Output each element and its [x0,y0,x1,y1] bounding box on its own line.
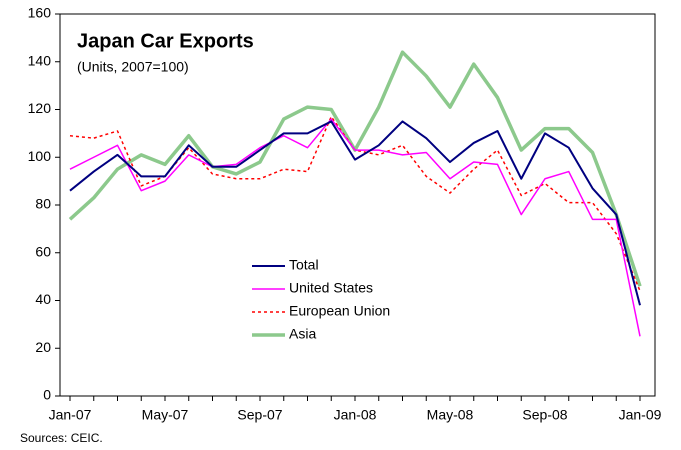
legend-label: Asia [289,326,316,342]
x-tick-label: May-07 [142,407,189,423]
y-tick-label: 40 [35,291,51,307]
y-tick-label: 140 [28,52,52,68]
x-tick-label: Jan-08 [334,407,377,423]
x-tick-label: Jan-07 [49,407,92,423]
y-tick-label: 60 [35,243,51,259]
series-line [69,118,641,337]
x-tick-label: Sep-08 [522,407,567,423]
y-tick-label: 160 [28,5,52,21]
x-tick-label: Sep-07 [237,407,282,423]
legend-label: United States [289,280,373,296]
x-tick-label: Jan-09 [619,407,662,423]
source-note: Sources: CEIC. [20,431,103,445]
y-tick-label: 120 [28,100,52,116]
legend-label: European Union [289,303,390,319]
series-line [68,50,642,287]
y-tick-label: 20 [35,339,51,355]
x-tick-label: May-08 [427,407,474,423]
legend-label: Total [289,257,319,273]
chart-subtitle: (Units, 2007=100) [77,59,189,75]
chart-title: Japan Car Exports [77,30,254,52]
y-tick-label: 80 [35,196,51,212]
series-line [69,115,641,292]
y-tick-label: 0 [43,387,51,403]
series-line [69,120,641,306]
y-tick-label: 100 [28,148,52,164]
